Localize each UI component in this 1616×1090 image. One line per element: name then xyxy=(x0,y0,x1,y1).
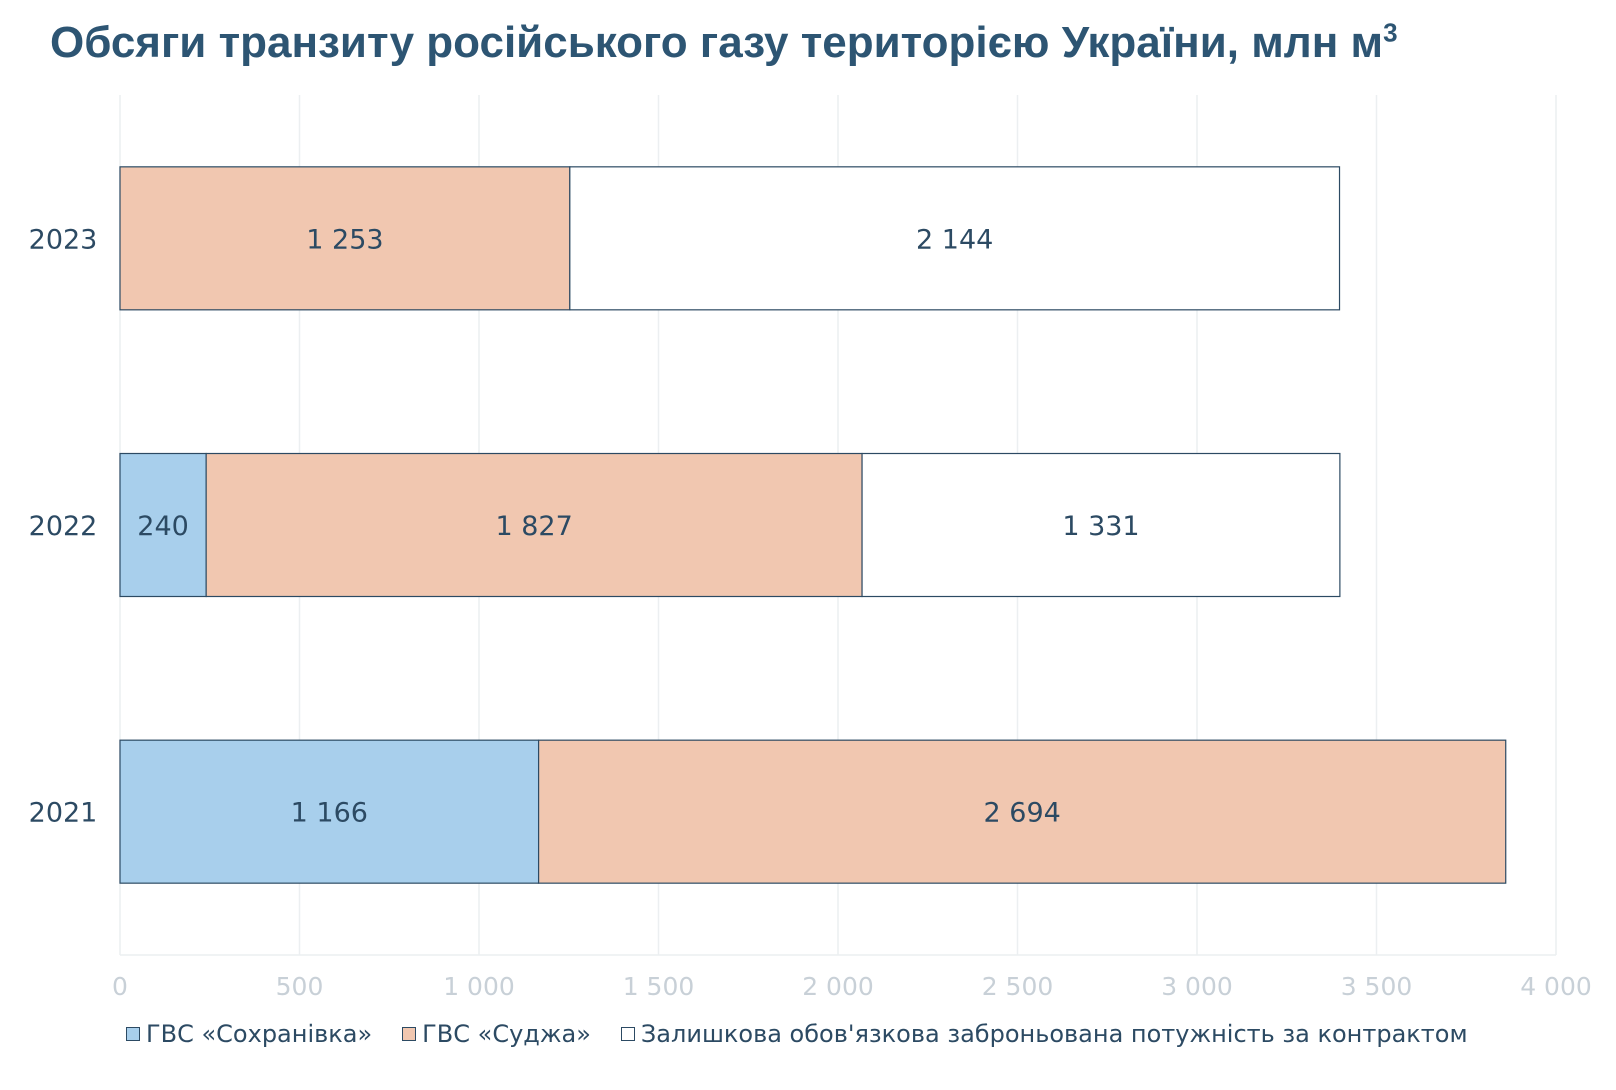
legend-label-sudzha: ГВС «Суджа» xyxy=(422,1020,591,1048)
y-category-label-2021: 2021 xyxy=(29,798,98,829)
chart-title: Обсяги транзиту російського газу територ… xyxy=(50,17,1398,67)
y-category-label-2022: 2022 xyxy=(29,511,98,542)
legend-swatch-reserved-capacity xyxy=(620,1027,635,1041)
legend-label-reserved-capacity: Залишкова обов'язкова заброньована потуж… xyxy=(640,1020,1468,1048)
legend-item-sokhranivka: ГВС «Сохранівка» xyxy=(126,1020,372,1048)
data-label-2021-series-0: 1 166 xyxy=(291,798,368,829)
x-tick-label-6: 3 000 xyxy=(1161,972,1233,1001)
chart-legend: ГВС «Сохранівка» ГВС «Суджа» Залишкова о… xyxy=(126,1020,1468,1048)
x-tick-label-1: 500 xyxy=(276,972,324,1001)
x-tick-label-2: 1 000 xyxy=(443,972,515,1001)
x-tick-label-3: 1 500 xyxy=(623,972,695,1001)
bar-2022-series-0 xyxy=(119,452,207,598)
bar-2022-series-2 xyxy=(861,452,1341,598)
legend-item-reserved-capacity: Залишкова обов'язкова заброньована потуж… xyxy=(620,1020,1468,1048)
chart-plot: 0 500 1 000 1 500 2 000 2 500 3 000 3 500 4 000 2… xyxy=(29,95,1592,1001)
data-label-2022-series-1: 1 827 xyxy=(495,511,572,542)
y-category-label-2023: 2023 xyxy=(29,224,98,255)
data-label-2023-series-2: 2 144 xyxy=(916,224,993,255)
legend-swatch-sudzha xyxy=(402,1027,417,1041)
x-tick-label-4: 2 000 xyxy=(802,972,874,1001)
title-superscript: 3 xyxy=(1383,17,1398,48)
legend-swatch-sokhranivka xyxy=(126,1027,140,1041)
data-label-2022-series-0: 240 xyxy=(137,511,189,542)
bar-2021-series-0 xyxy=(119,739,540,884)
bar-2023-series-2 xyxy=(569,166,1341,311)
legend-label-sokhranivka: ГВС «Сохранівка» xyxy=(146,1020,373,1048)
data-label-2023-series-1: 1 253 xyxy=(306,224,383,255)
bar-2022-series-1 xyxy=(205,452,863,598)
x-tick-label-0: 0 xyxy=(112,972,128,1001)
bar-2021-series-1 xyxy=(537,739,1507,884)
x-tick-label-7: 3 500 xyxy=(1341,972,1413,1001)
legend-item-sudzha: ГВС «Суджа» xyxy=(402,1020,591,1048)
data-label-2021-series-1: 2 694 xyxy=(984,798,1061,829)
x-tick-label-5: 2 500 xyxy=(982,972,1054,1001)
data-label-2022-series-2: 1 331 xyxy=(1062,511,1139,542)
bar-2023-series-1 xyxy=(119,166,571,311)
x-tick-label-8: 4 000 xyxy=(1520,972,1592,1001)
